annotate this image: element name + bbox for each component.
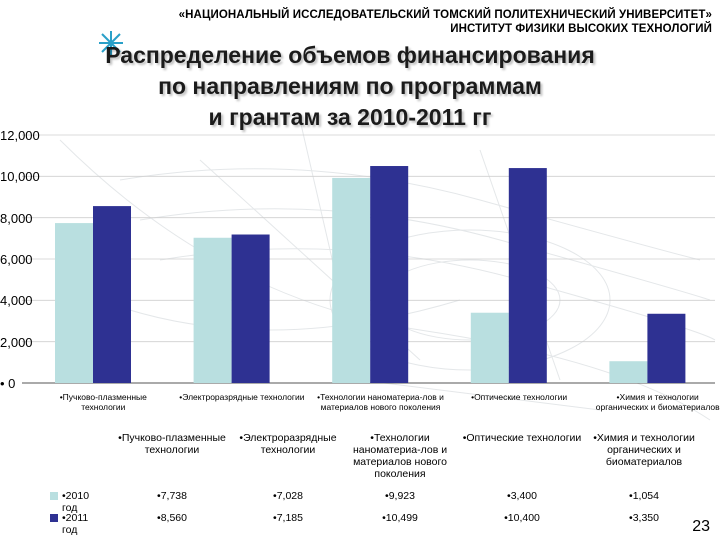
table-column-header: •Химия и технологии органических и биома… bbox=[593, 432, 695, 468]
table-row-label: •2010 год bbox=[62, 490, 90, 514]
table-cell: •10,499 bbox=[382, 512, 418, 524]
bar-2011-4 bbox=[647, 313, 686, 383]
institution-header: «НАЦИОНАЛЬНЫЙ ИССЛЕДОВАТЕЛЬСКИЙ ТОМСКИЙ … bbox=[0, 8, 712, 36]
table-cell: •7,185 bbox=[273, 512, 303, 524]
header-university: «НАЦИОНАЛЬНЫЙ ИССЛЕДОВАТЕЛЬСКИЙ ТОМСКИЙ … bbox=[178, 9, 712, 21]
table-cell: •1,054 bbox=[629, 490, 659, 502]
y-tick-label: • 0 bbox=[0, 376, 16, 391]
bar-2011-1 bbox=[231, 234, 270, 383]
category-label: •Пучково-плазменные технологии bbox=[59, 392, 147, 412]
y-tick-label: 4,000 bbox=[0, 293, 33, 309]
title-line-2: по направлениям по программам bbox=[158, 73, 542, 99]
table-cell: •7,028 bbox=[273, 490, 303, 502]
bar-2011-3 bbox=[508, 168, 547, 383]
bar-2010-2 bbox=[332, 177, 371, 383]
y-tick-label: 12,000 bbox=[0, 128, 40, 143]
legend-swatch-2011 bbox=[50, 514, 58, 522]
bar-2010-4 bbox=[609, 361, 648, 383]
table-column-header: •Пучково-плазменные технологии bbox=[118, 432, 226, 456]
header-institute: ИНСТИТУТ ФИЗИКИ ВЫСОКИХ ТЕХНОЛОГИЙ bbox=[450, 23, 712, 35]
bar-2011-2 bbox=[370, 166, 409, 383]
table-cell: •10,400 bbox=[504, 512, 540, 524]
y-tick-label: 8,000 bbox=[0, 210, 33, 226]
table-column-header: •Оптические технологии bbox=[462, 432, 582, 444]
category-label: •Электроразрядные технологии bbox=[179, 392, 305, 402]
page-number: 23 bbox=[692, 518, 710, 535]
category-label: •Химия и технологии органических и биома… bbox=[595, 392, 720, 412]
bar-2010-3 bbox=[470, 312, 509, 383]
category-label: •Оптические технологии bbox=[471, 392, 568, 402]
category-label: •Технологии наноматериа-лов и материалов… bbox=[317, 392, 444, 412]
chart-title: Распределение объемов финансирования по … bbox=[40, 40, 660, 133]
bar-2010-1 bbox=[193, 237, 232, 383]
title-line-1: Распределение объемов финансирования bbox=[105, 42, 595, 68]
y-tick-label: 2,000 bbox=[0, 334, 33, 350]
table-column-header: •Технологии наноматериа-лов и материалов… bbox=[352, 432, 448, 480]
bar-2011-0 bbox=[93, 206, 131, 383]
title-line-3: и грантам за 2010-2011 гг bbox=[208, 104, 492, 130]
table-column-header: •Электроразрядные технологии bbox=[239, 432, 337, 456]
bar-2010-0 bbox=[55, 223, 93, 383]
table-row-label: •2011 год bbox=[62, 512, 89, 536]
logo-star-icon bbox=[99, 31, 123, 55]
table-cell: •9,923 bbox=[385, 490, 415, 502]
y-tick-label: 10,000 bbox=[0, 169, 40, 185]
table-cell: •8,560 bbox=[157, 512, 187, 524]
y-tick-label: 6,000 bbox=[0, 252, 33, 267]
table-cell: •3,400 bbox=[507, 490, 537, 502]
legend-swatch-2010 bbox=[50, 492, 58, 500]
table-cell: •3,350 bbox=[629, 512, 659, 524]
table-cell: •7,738 bbox=[157, 490, 187, 502]
